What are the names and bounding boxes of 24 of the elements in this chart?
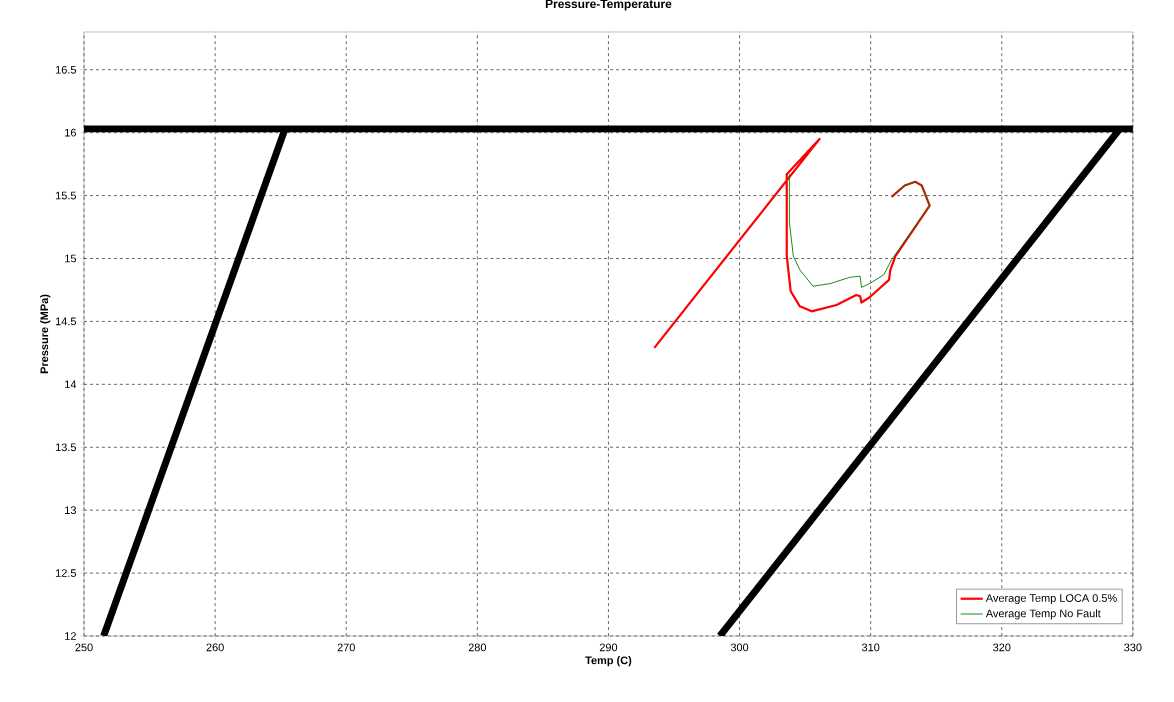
y-tick-label: 14	[65, 380, 77, 389]
x-tick-label: 300	[730, 643, 749, 652]
x-tick-label: 310	[861, 643, 880, 652]
x-axis-title: Temp (C)	[585, 656, 632, 667]
x-tick-label: 250	[75, 643, 93, 652]
y-tick-label: 13.5	[55, 443, 77, 452]
legend-label: Average Temp No Fault	[985, 609, 1101, 620]
y-tick-label: 13	[65, 506, 76, 515]
y-tick-label: 12.5	[55, 569, 77, 577]
y-tick-label: 16	[65, 128, 76, 137]
x-tick-label: 290	[599, 643, 618, 652]
x-tick-label: 270	[337, 643, 355, 652]
y-tick-label: 16.5	[55, 65, 77, 74]
y-tick-label: 15.5	[55, 191, 77, 200]
legend-label: Average Temp LOCA 0.5%	[985, 594, 1117, 605]
x-tick-label: 260	[206, 643, 224, 652]
chart-title: Pressure-Temperature	[545, 0, 672, 11]
y-tick-label: 12	[65, 632, 76, 640]
x-tick-label: 280	[468, 643, 487, 652]
y-tick-label: 15	[65, 254, 77, 263]
x-tick-label: 320	[993, 643, 1011, 652]
y-tick-label: 14.5	[55, 317, 77, 326]
y-axis-title: Pressure (MPa)	[40, 294, 51, 374]
x-tick-label: 330	[1124, 643, 1142, 652]
